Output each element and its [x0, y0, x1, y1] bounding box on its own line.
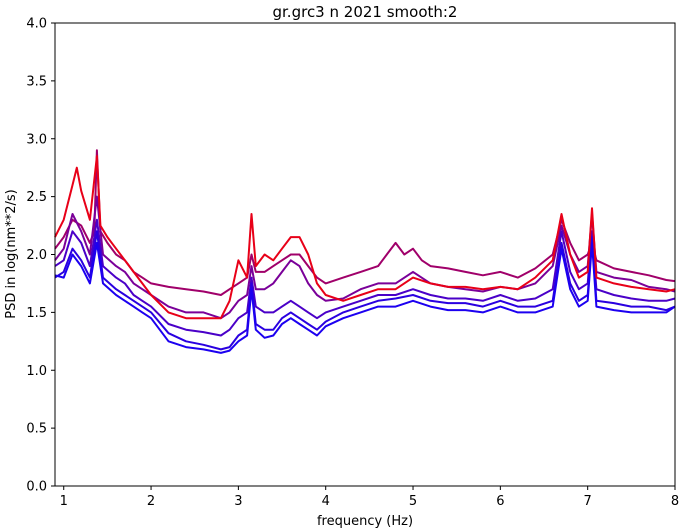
- y-tick-label: 2.5: [26, 190, 47, 205]
- y-axis: 0.0 0.5 1.0 1.5 2.0 2.5 3.0 3.5 4.0: [26, 17, 55, 495]
- y-tick-label: 1.0: [26, 364, 47, 379]
- y-tick-label: 3.0: [26, 132, 47, 147]
- series-layer: [54, 149, 676, 354]
- y-axis-label: PSD in log(nm**2/s): [4, 189, 19, 319]
- plot-frame: [54, 22, 676, 487]
- x-axis: 1 2 3 4 5 6 7 8: [60, 486, 679, 509]
- x-tick-label: 2: [147, 494, 155, 509]
- y-tick-label: 0.0: [26, 480, 47, 495]
- x-tick-label: 4: [322, 494, 330, 509]
- y-tick-label: 0.5: [26, 422, 47, 437]
- x-tick-label: 1: [60, 494, 68, 509]
- x-tick-label: 5: [409, 494, 417, 509]
- y-tick-label: 1.5: [26, 306, 47, 321]
- x-tick-label: 3: [234, 494, 242, 509]
- x-tick-label: 7: [584, 494, 592, 509]
- series-line-4: [54, 230, 676, 351]
- chart-title: gr.grc3 n 2021 smooth:2: [273, 3, 458, 21]
- series-line-3: [54, 218, 676, 337]
- y-tick-label: 4.0: [26, 17, 47, 32]
- series-line-5: [54, 241, 676, 354]
- x-axis-label: frequency (Hz): [317, 514, 413, 529]
- y-tick-label: 3.5: [26, 74, 47, 89]
- y-tick-label: 2.0: [26, 248, 47, 263]
- series-line-1: [54, 149, 676, 296]
- x-tick-label: 6: [496, 494, 504, 509]
- x-tick-label: 8: [671, 494, 679, 509]
- series-line-6: [54, 155, 676, 320]
